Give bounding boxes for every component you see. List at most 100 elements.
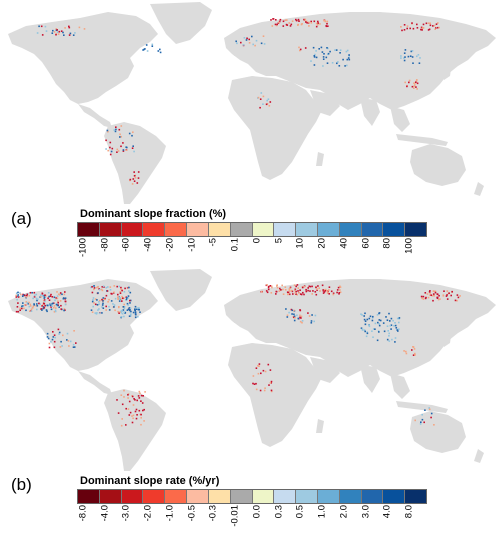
trend-pixel [91, 291, 94, 294]
trend-pixel [348, 58, 351, 61]
colorbar-tick-label: -0.5 [186, 505, 198, 522]
trend-pixel [114, 130, 117, 133]
trend-pixel [266, 284, 268, 286]
trend-pixel [363, 318, 366, 321]
trend-pixel [127, 297, 129, 299]
trend-pixel [41, 34, 44, 36]
south-america-landmass [104, 122, 166, 204]
colorbar-swatch [230, 223, 253, 236]
trend-pixel [320, 46, 323, 49]
trend-pixel [323, 291, 326, 293]
trend-pixel [53, 340, 56, 343]
trend-pixel [270, 285, 273, 287]
trend-pixel [73, 330, 75, 332]
trend-pixel [28, 294, 31, 297]
trend-pixel [298, 46, 300, 49]
trend-pixel [23, 307, 25, 310]
trend-pixel [117, 297, 120, 300]
trend-pixel [159, 48, 161, 51]
trend-pixel [411, 349, 413, 351]
trend-pixel [306, 22, 308, 24]
trend-pixel [321, 51, 324, 53]
trend-pixel [311, 314, 313, 316]
trend-pixel [308, 285, 311, 288]
colorbar-swatch [405, 223, 426, 236]
trend-pixel [66, 332, 69, 335]
trend-pixel [323, 53, 325, 55]
trend-pixel [378, 319, 381, 321]
trend-pixel [374, 322, 377, 325]
trend-pixel [293, 315, 296, 318]
colorbar-tick-label: -4.0 [99, 505, 111, 522]
trend-pixel [371, 330, 373, 332]
trend-pixel [137, 308, 140, 311]
trend-pixel [104, 297, 106, 300]
colorbar-tick-label: 40 [338, 238, 350, 249]
trend-pixel [325, 56, 328, 59]
trend-pixel [427, 29, 430, 31]
colorbar-tick-label: -100 [77, 238, 89, 258]
trend-pixel [129, 299, 132, 302]
trend-pixel [143, 48, 145, 51]
trend-pixel [364, 320, 367, 322]
north-america-landmass [8, 12, 158, 104]
colorbar-tick-label: 0.0 [251, 505, 263, 519]
trend-pixel [73, 346, 76, 348]
trend-pixel [35, 297, 38, 300]
trend-pixel [386, 338, 389, 341]
trend-pixel [301, 23, 303, 25]
trend-pixel [109, 153, 112, 156]
trend-pixel [119, 136, 121, 138]
trend-pixel [17, 296, 20, 298]
trend-pixel [93, 285, 95, 287]
trend-pixel [326, 22, 328, 25]
trend-pixel [128, 400, 131, 403]
colorbar-swatch [143, 223, 166, 236]
trend-pixel [409, 27, 411, 30]
trend-pixel [412, 346, 415, 348]
trend-pixel [386, 325, 389, 327]
trend-pixel [389, 324, 392, 327]
trend-pixel [310, 22, 313, 24]
trend-pixel [336, 291, 338, 294]
trend-pixel [129, 302, 131, 304]
trend-pixel [278, 20, 281, 23]
trend-pixel [368, 325, 371, 328]
trend-pixel [411, 22, 413, 24]
trend-pixel [101, 304, 104, 306]
trend-pixel [119, 292, 122, 294]
trend-pixel [136, 414, 138, 416]
trend-pixel [134, 399, 136, 401]
trend-pixel [382, 322, 385, 324]
trend-pixel [326, 291, 329, 293]
trend-pixel [385, 316, 387, 318]
trend-pixel [56, 31, 59, 33]
trend-pixel [288, 22, 290, 24]
trend-pixel [106, 129, 109, 132]
trend-pixel [43, 307, 46, 309]
trend-pixel [41, 304, 44, 306]
trend-pixel [269, 101, 272, 103]
colorbar-b [77, 489, 427, 504]
trend-pixel [129, 307, 132, 310]
trend-pixel [269, 369, 272, 371]
trend-pixel [19, 309, 21, 311]
trend-pixel [326, 47, 328, 49]
trend-pixel [299, 289, 301, 291]
trend-pixel [286, 19, 288, 21]
trend-pixel [57, 300, 59, 302]
trend-pixel [57, 33, 60, 35]
trend-pixel [41, 292, 44, 295]
world-map-b [8, 269, 496, 471]
trend-pixel [127, 308, 130, 311]
trend-pixel [242, 44, 245, 46]
trend-pixel [459, 295, 461, 297]
trend-pixel [29, 303, 32, 306]
trend-pixel [25, 301, 28, 303]
trend-pixel [388, 312, 390, 315]
trend-pixel [58, 333, 60, 335]
trend-pixel [115, 128, 117, 131]
trend-pixel [346, 58, 349, 61]
colorbar-tick-label: 80 [381, 238, 393, 249]
trend-pixel [422, 295, 425, 298]
